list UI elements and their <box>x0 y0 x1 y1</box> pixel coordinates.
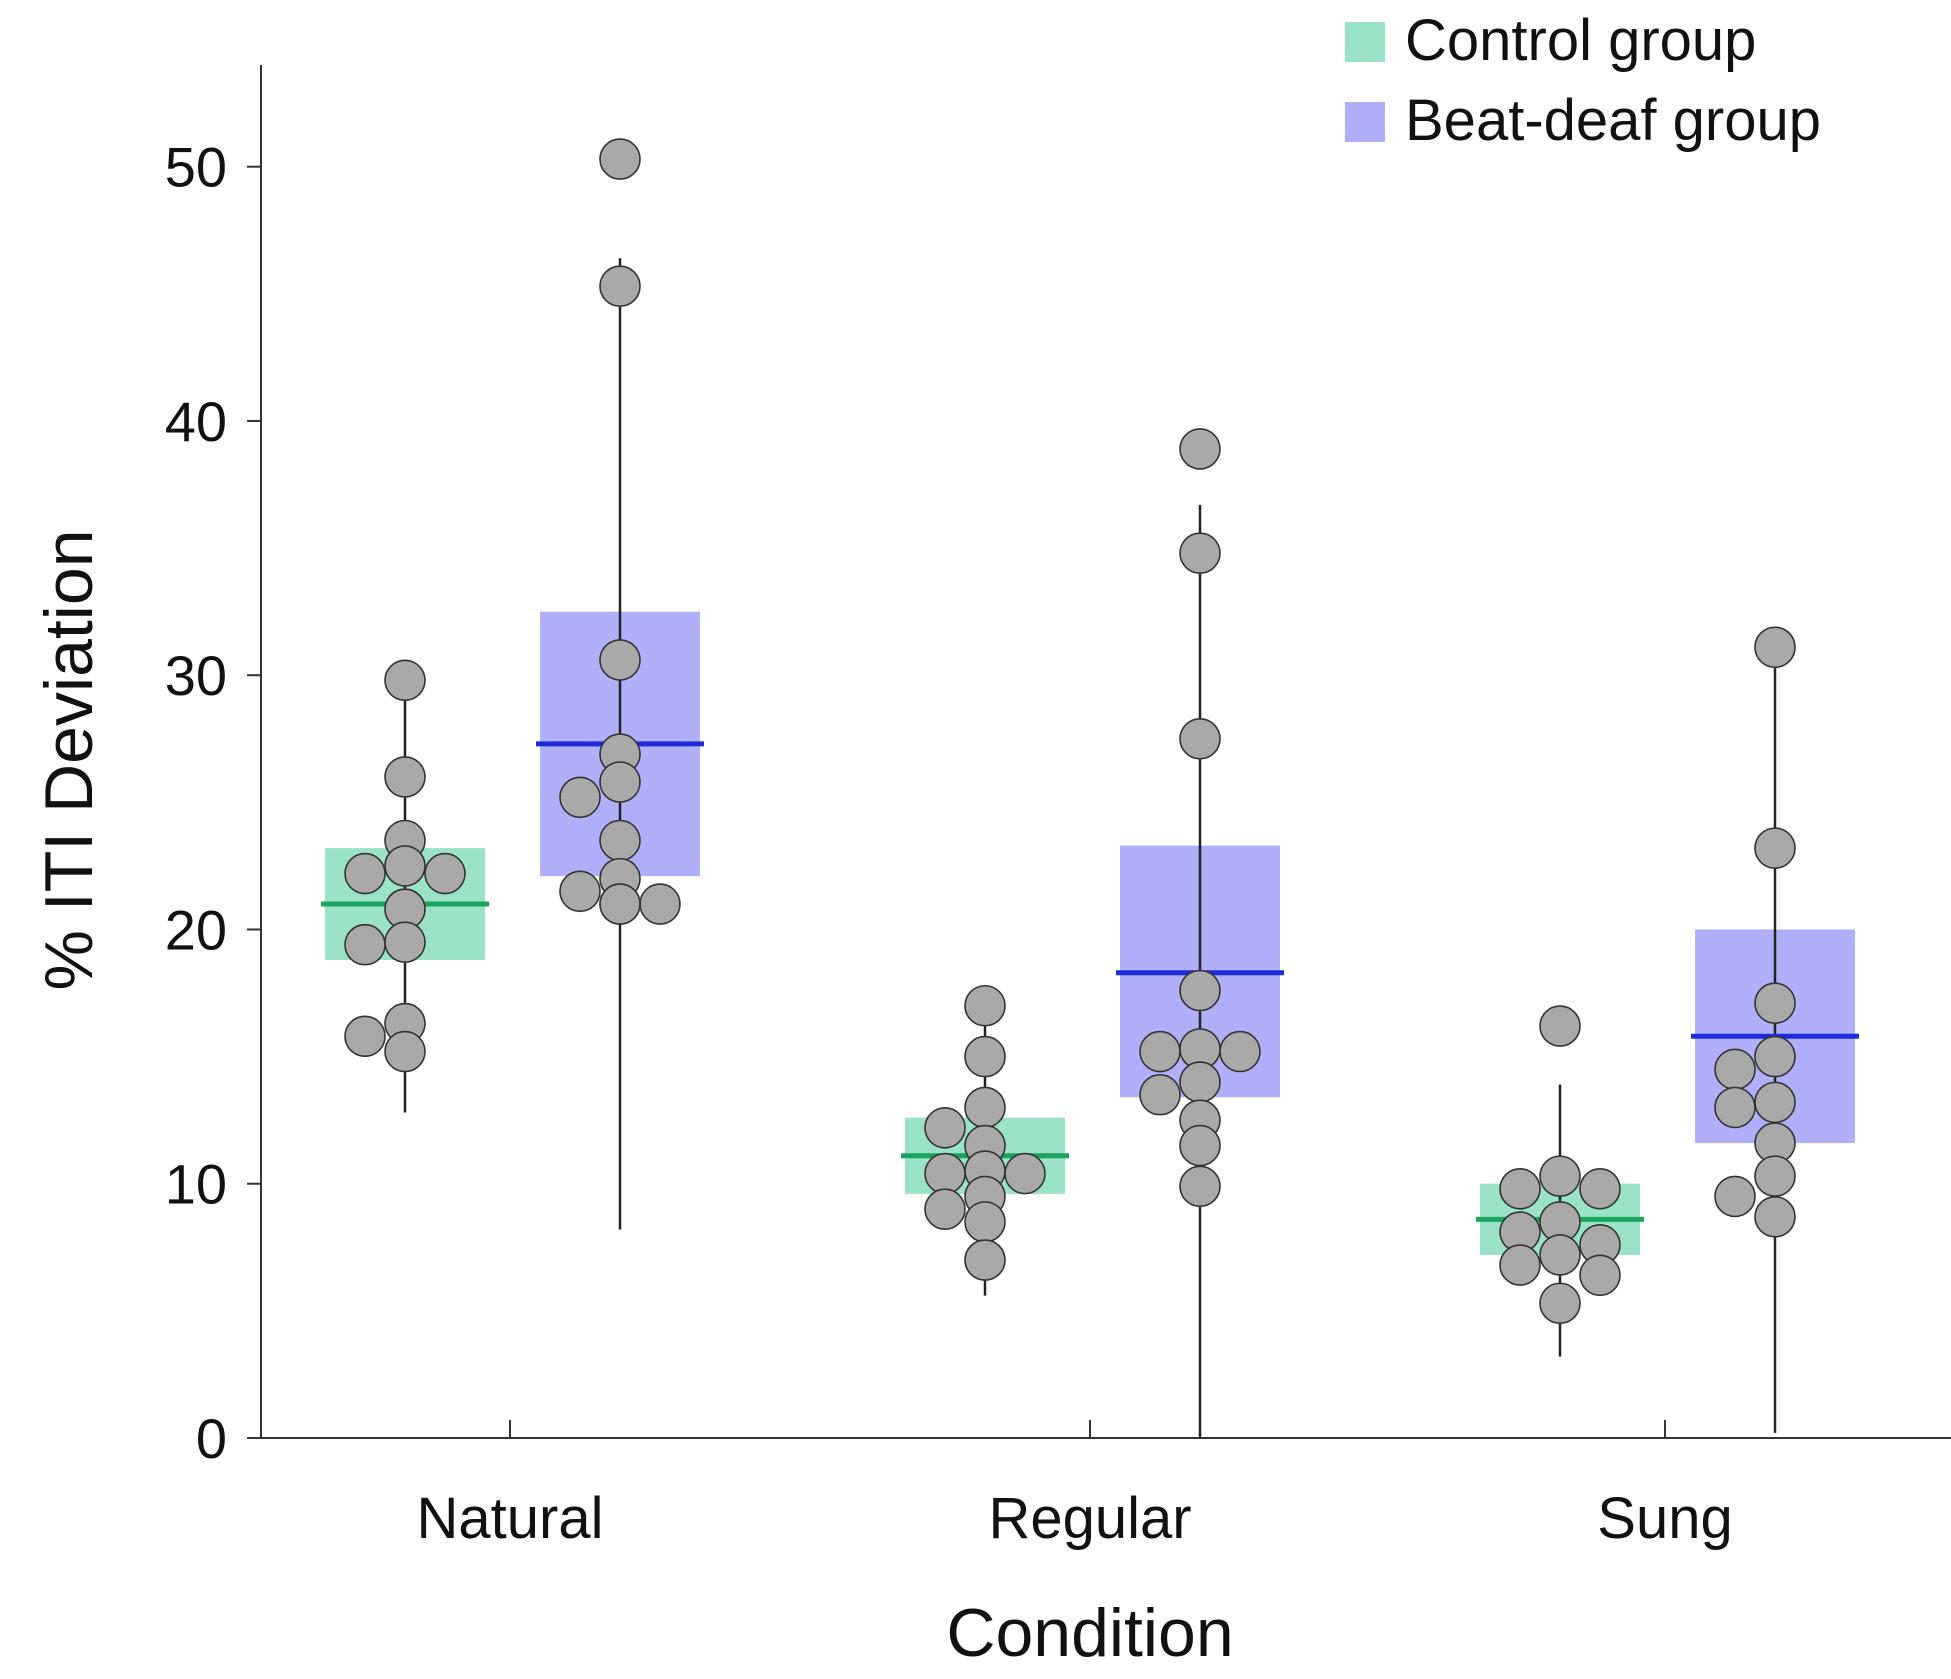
data-point-control-sung-2 <box>1499 1168 1541 1210</box>
y-axis-title: % ITI Deviation <box>31 529 107 990</box>
data-point-control-regular-10 <box>964 1201 1006 1243</box>
y-tick-label-50: 50 <box>165 136 227 199</box>
data-point-control-natural-3 <box>384 845 426 887</box>
y-tick-label-10: 10 <box>165 1153 227 1216</box>
data-point-beat-deaf-natural-8 <box>559 870 601 913</box>
data-point-control-regular-6 <box>924 1152 966 1195</box>
data-point-control-natural-7 <box>384 921 426 963</box>
data-point-beat-deaf-natural-5 <box>559 776 601 819</box>
data-point-beat-deaf-regular-7 <box>1179 1061 1221 1103</box>
data-point-control-regular-7 <box>1004 1152 1046 1195</box>
data-point-beat-deaf-sung-6 <box>1714 1086 1756 1129</box>
data-point-control-sung-0 <box>1539 1005 1581 1047</box>
data-point-control-natural-8 <box>344 923 386 966</box>
data-point-beat-deaf-natural-4 <box>599 761 641 803</box>
data-point-control-sung-1 <box>1539 1155 1581 1197</box>
data-point-control-regular-0 <box>964 984 1006 1027</box>
data-point-beat-deaf-sung-2 <box>1754 982 1796 1025</box>
legend-swatch-control <box>1345 22 1385 62</box>
data-point-control-natural-1 <box>384 756 426 798</box>
data-point-control-regular-1 <box>964 1035 1006 1078</box>
data-point-beat-deaf-natural-0 <box>599 138 641 180</box>
y-tick-label-20: 20 <box>165 898 227 961</box>
data-point-control-regular-3 <box>924 1107 966 1149</box>
data-point-beat-deaf-natural-11 <box>599 883 641 925</box>
data-point-control-regular-9 <box>924 1188 966 1230</box>
data-point-beat-deaf-sung-3 <box>1754 1035 1796 1078</box>
x-tick-label-regular: Regular <box>988 1486 1191 1551</box>
data-point-control-sung-7 <box>1539 1234 1581 1276</box>
data-point-control-natural-10 <box>344 1015 386 1058</box>
data-point-beat-deaf-sung-9 <box>1714 1175 1756 1218</box>
data-point-beat-deaf-natural-6 <box>599 819 641 862</box>
data-point-beat-deaf-regular-8 <box>1139 1073 1181 1116</box>
plot-area <box>321 138 1859 1438</box>
data-point-beat-deaf-natural-10 <box>639 883 681 925</box>
data-point-control-sung-9 <box>1579 1254 1621 1297</box>
data-point-control-sung-10 <box>1539 1282 1581 1325</box>
data-point-control-sung-3 <box>1579 1168 1621 1210</box>
data-point-beat-deaf-regular-5 <box>1139 1030 1181 1073</box>
legend-label-beat-deaf: Beat-deaf group <box>1405 88 1821 153</box>
data-point-control-natural-0 <box>384 659 426 702</box>
x-tick-label-natural: Natural <box>417 1486 604 1551</box>
y-tick-label-40: 40 <box>165 390 227 453</box>
data-point-beat-deaf-sung-1 <box>1754 827 1796 869</box>
x-tick-label-sung: Sung <box>1597 1486 1732 1551</box>
legend-swatch-beat-deaf <box>1345 102 1385 142</box>
legend: Control group Beat-deaf group <box>1345 8 1821 153</box>
y-tick-label-0: 0 <box>196 1407 227 1470</box>
x-axis-title: Condition <box>946 1595 1233 1671</box>
data-point-control-regular-2 <box>964 1086 1006 1129</box>
data-point-beat-deaf-regular-0 <box>1179 428 1221 470</box>
data-point-control-sung-8 <box>1499 1244 1541 1286</box>
data-point-beat-deaf-sung-4 <box>1714 1048 1756 1091</box>
data-point-beat-deaf-sung-5 <box>1754 1081 1796 1124</box>
axes: 0 10 20 30 40 50 Natural Regular Sung <box>165 65 1951 1551</box>
data-point-control-natural-5 <box>424 852 466 895</box>
legend-label-control: Control group <box>1405 8 1756 73</box>
data-point-beat-deaf-regular-3 <box>1179 969 1221 1012</box>
data-point-beat-deaf-sung-8 <box>1754 1155 1796 1197</box>
data-point-control-regular-11 <box>964 1239 1006 1281</box>
data-point-control-natural-11 <box>384 1030 426 1073</box>
data-point-beat-deaf-regular-6 <box>1219 1030 1261 1073</box>
data-point-beat-deaf-sung-0 <box>1754 626 1796 669</box>
data-point-beat-deaf-regular-11 <box>1179 1165 1221 1208</box>
data-point-beat-deaf-natural-1 <box>599 265 641 308</box>
data-point-beat-deaf-regular-1 <box>1179 532 1221 574</box>
y-tick-label-30: 30 <box>165 644 227 707</box>
data-point-control-natural-4 <box>344 852 386 895</box>
data-point-beat-deaf-regular-10 <box>1179 1124 1221 1167</box>
data-point-beat-deaf-natural-2 <box>599 639 641 681</box>
data-point-beat-deaf-regular-2 <box>1179 717 1221 760</box>
data-point-beat-deaf-sung-10 <box>1754 1195 1796 1238</box>
